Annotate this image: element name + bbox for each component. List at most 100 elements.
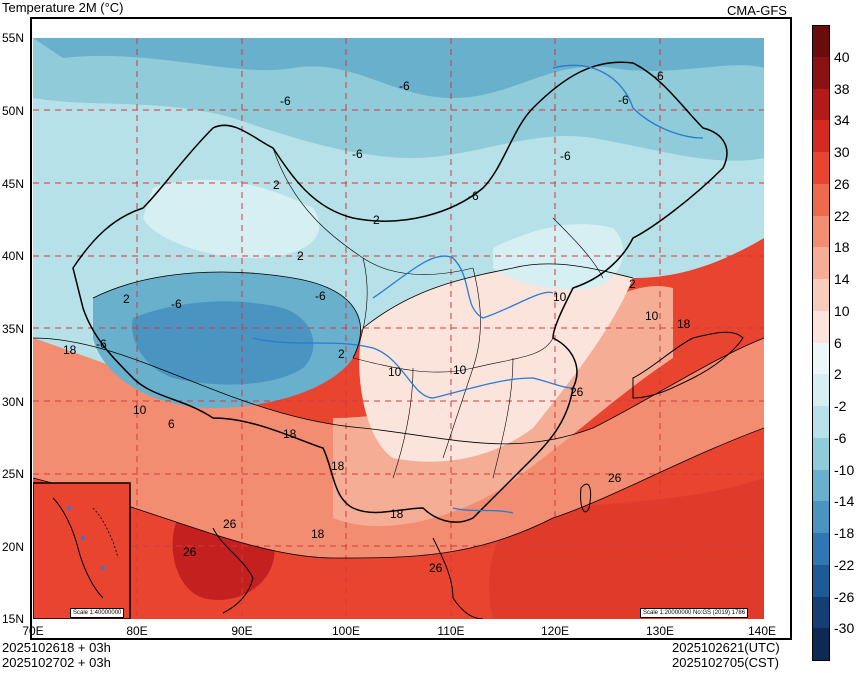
colorbar-swatch: [812, 406, 830, 438]
lon-label: 110E: [437, 624, 465, 638]
colorbar-swatch: [812, 152, 830, 184]
colorbar-swatch: [812, 437, 830, 470]
contour-label: -6: [468, 189, 479, 203]
colorbar-swatch: [812, 469, 830, 502]
contour-label: -6: [560, 149, 571, 163]
colorbar-label: 34: [834, 112, 850, 129]
colorbar-label: 18: [834, 239, 850, 256]
colorbar-swatch: [812, 533, 830, 565]
contour-label: 18: [283, 427, 297, 441]
model-name: CMA-GFS: [727, 3, 787, 18]
colorbar-swatch: [812, 25, 830, 58]
lon-label: 70E: [22, 624, 44, 638]
country-border: [72, 61, 728, 523]
contour-label: 26: [429, 561, 443, 575]
rivers: [252, 64, 704, 514]
contour-label: 10: [553, 290, 567, 304]
lat-label: 45N: [2, 177, 25, 191]
contour-label: 2: [629, 277, 636, 291]
contour-label: 10: [453, 363, 467, 377]
colorbar-label: 2: [834, 366, 842, 383]
main-scale-label: Scale 1:20000000 No:GS (2019) 1786: [640, 608, 749, 618]
contour-label: 18: [677, 317, 691, 331]
lon-label: 130E: [645, 624, 675, 638]
lat-label: 40N: [2, 249, 25, 263]
lon-label: 120E: [540, 624, 570, 638]
contour-label: -6: [315, 289, 326, 303]
colorbar-swatch: [812, 56, 830, 89]
colorbar-label: -26: [834, 588, 855, 605]
colorbar-swatch: [812, 183, 830, 216]
valid-time-cst: 2025102705(CST): [672, 655, 779, 670]
init-time-cst: 2025102702 + 03h: [2, 655, 111, 670]
lon-label: 100E: [331, 624, 361, 638]
lon-label: 90E: [231, 624, 253, 638]
colorbar-swatch: [812, 342, 830, 375]
colorbar-label: -6: [834, 429, 847, 446]
contour-label: -6: [171, 297, 182, 311]
colorbar-swatch: [812, 310, 830, 343]
contour-label: -6: [280, 94, 291, 108]
lat-label: 25N: [2, 467, 25, 481]
contour-label: -6: [96, 337, 107, 351]
colorbar-label: -14: [834, 493, 855, 510]
colorbar-swatch: [812, 564, 830, 597]
temperature-map: -6 -6 -6 -6 -6 -6 -6 -6 -6 -6 2 2 2 2 2 …: [33, 38, 764, 619]
colorbar-label: -18: [834, 525, 855, 541]
colorbar-swatch: [812, 596, 830, 629]
contour-label: 2: [373, 213, 380, 227]
colorbar-swatch: [812, 215, 830, 248]
lat-label: 50N: [2, 104, 25, 118]
contour-label: 26: [570, 385, 584, 399]
contour-label: 10: [388, 365, 402, 379]
colorbar-label: 14: [834, 271, 850, 287]
contour-label: 18: [311, 527, 325, 541]
contour-label: 6: [168, 417, 175, 431]
colorbar-swatch: [812, 120, 830, 152]
colorbar-swatch: [812, 279, 830, 311]
colorbar-swatch: [812, 247, 830, 279]
contour-label-group: -6 -6 -6 -6 -6 -6 -6 -6 -6 -6 2 2 2 2 2 …: [63, 69, 691, 575]
contour-label: 26: [183, 545, 197, 559]
lon-label: 140E: [747, 624, 777, 638]
colorbar-label: -22: [834, 556, 855, 573]
colorbar-swatch: [812, 88, 830, 121]
valid-time-utc: 2025102621(UTC): [672, 640, 780, 655]
colorbar-label: 40: [834, 48, 850, 65]
contour-label: 10: [133, 403, 147, 417]
lon-label: 80E: [126, 624, 148, 638]
colorbar-label: 22: [834, 207, 850, 224]
contour-label: 26: [223, 517, 237, 531]
map-panel: -6 -6 -6 -6 -6 -6 -6 -6 -6 -6 2 2 2 2 2 …: [33, 38, 764, 619]
lat-label: 15N: [2, 612, 25, 626]
colorbar-swatch: [812, 374, 830, 406]
colorbar-swatch: [812, 501, 830, 533]
contour-label: 2: [123, 292, 130, 306]
contour-label: -6: [653, 69, 664, 83]
inset-scale-label: Scale 1:40000000: [70, 608, 125, 618]
lat-label: 55N: [2, 31, 25, 45]
colorbar-label: 10: [834, 302, 850, 319]
contour-label: -6: [399, 79, 410, 93]
inset-map: [33, 482, 131, 619]
lat-label: 30N: [2, 395, 25, 409]
contour-label: 2: [297, 249, 304, 263]
colorbar-swatch: [812, 628, 830, 661]
colorbar-label: -10: [834, 461, 855, 478]
contour-label: -6: [352, 147, 363, 161]
colorbar-label: 30: [834, 144, 850, 160]
contour-label: 2: [273, 178, 280, 192]
contour-label: 18: [390, 507, 404, 521]
contour-label: 18: [331, 459, 345, 473]
lat-label: 35N: [2, 322, 25, 336]
outer-frame: [30, 17, 792, 640]
init-time-utc: 2025102618 + 03h: [2, 640, 111, 655]
colorbar-label: 26: [834, 175, 850, 192]
contour-label: -6: [618, 93, 629, 107]
contour-label: 18: [63, 343, 77, 357]
colorbar-label: 38: [834, 80, 850, 97]
colorbar-label: -2: [834, 398, 847, 414]
contour-lines: [33, 263, 764, 559]
chart-title: Temperature 2M (°C): [2, 0, 124, 15]
colorbar-label: -30: [834, 620, 855, 637]
